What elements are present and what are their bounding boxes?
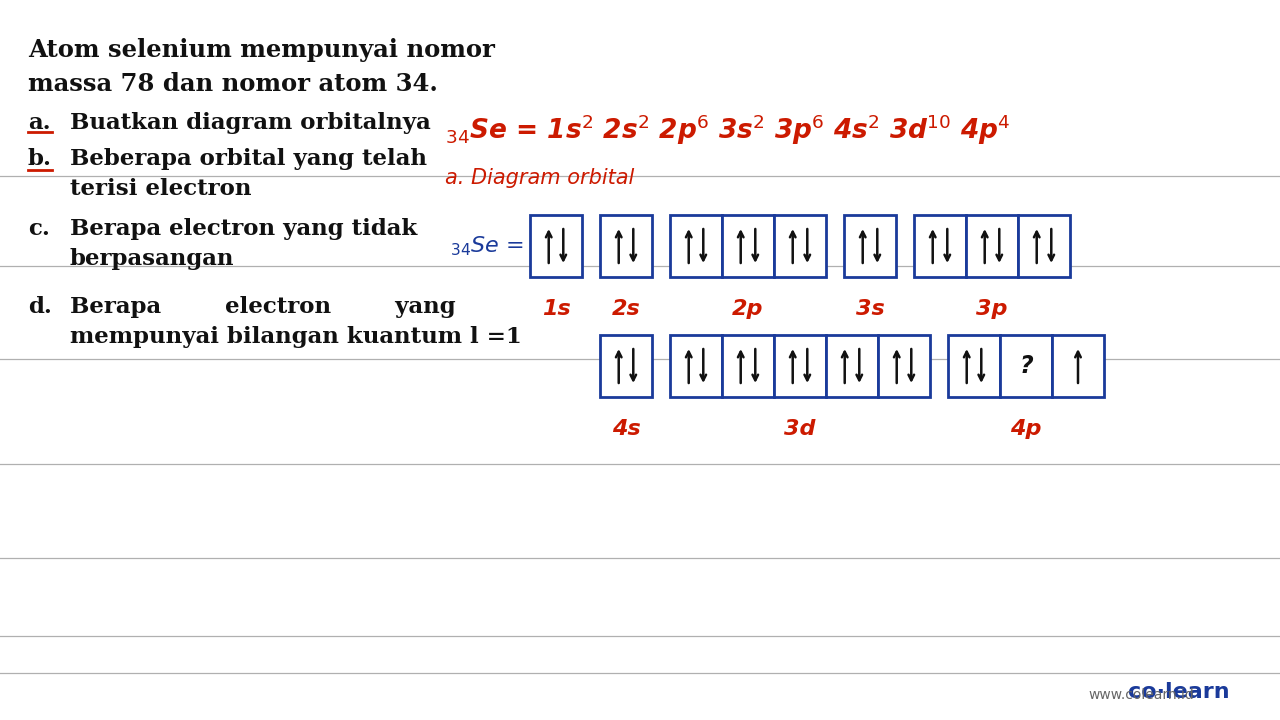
Bar — [966, 215, 1018, 277]
Bar — [669, 215, 722, 277]
Text: 3s: 3s — [855, 299, 884, 319]
Bar — [600, 215, 652, 277]
Text: 3d: 3d — [785, 419, 815, 439]
Text: massa 78 dan nomor atom 34.: massa 78 dan nomor atom 34. — [28, 72, 438, 96]
Text: Berapa electron yang tidak: Berapa electron yang tidak — [70, 218, 417, 240]
Text: Beberapa orbital yang telah: Beberapa orbital yang telah — [70, 148, 428, 170]
Bar — [669, 335, 722, 397]
Bar — [722, 335, 774, 397]
Text: a. Diagram orbital: a. Diagram orbital — [445, 168, 635, 188]
Text: 3p: 3p — [977, 299, 1007, 319]
Text: mempunyai bilangan kuantum l =1: mempunyai bilangan kuantum l =1 — [70, 326, 522, 348]
Text: b.: b. — [28, 148, 52, 170]
Bar — [600, 335, 652, 397]
Text: co·learn: co·learn — [1129, 682, 1230, 702]
Text: c.: c. — [28, 218, 50, 240]
Bar — [722, 215, 774, 277]
Bar — [826, 335, 878, 397]
Text: Buatkan diagram orbitalnya: Buatkan diagram orbitalnya — [70, 112, 431, 134]
Text: terisi electron: terisi electron — [70, 178, 251, 200]
Text: $_{34}$Se = 1s$^2$ 2s$^2$ 2p$^6$ 3s$^2$ 3p$^6$ 4s$^2$ 3d$^{10}$ 4p$^4$: $_{34}$Se = 1s$^2$ 2s$^2$ 2p$^6$ 3s$^2$ … — [445, 113, 1010, 148]
Bar — [878, 335, 931, 397]
Bar — [948, 335, 1000, 397]
Text: d.: d. — [28, 296, 52, 318]
Text: a.: a. — [28, 112, 51, 134]
Bar — [774, 215, 826, 277]
Bar — [774, 335, 826, 397]
Text: 4p: 4p — [1010, 419, 1042, 439]
Text: 2s: 2s — [612, 299, 640, 319]
Bar — [844, 215, 896, 277]
Text: $_{34}$Se =: $_{34}$Se = — [451, 234, 524, 258]
Text: 4s: 4s — [612, 419, 640, 439]
Bar — [1000, 335, 1052, 397]
Bar — [1052, 335, 1103, 397]
Text: berpasangan: berpasangan — [70, 248, 234, 270]
Text: 2p: 2p — [732, 299, 764, 319]
Bar — [530, 215, 582, 277]
Text: www.colearn.id: www.colearn.id — [1088, 688, 1194, 702]
Bar — [914, 215, 966, 277]
Text: ?: ? — [1019, 354, 1033, 378]
Text: Berapa        electron        yang: Berapa electron yang — [70, 296, 456, 318]
Text: Atom selenium mempunyai nomor: Atom selenium mempunyai nomor — [28, 38, 495, 62]
Text: 1s: 1s — [541, 299, 571, 319]
Bar — [1018, 215, 1070, 277]
